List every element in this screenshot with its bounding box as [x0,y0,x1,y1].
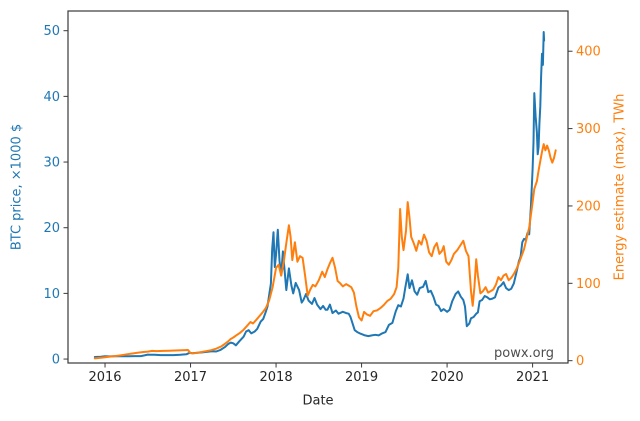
x-tick-label: 2020 [431,370,464,385]
left-y-axis-label: BTC price, ×1000 $ [9,123,25,251]
left-y-tick-label: 10 [43,287,60,302]
watermark-text: powx.org [494,346,554,361]
left-y-tick-label: 50 [43,24,60,39]
x-tick-label: 2016 [88,370,121,385]
right-y-tick-label: 0 [576,354,584,369]
left-y-tick-label: 30 [43,156,60,171]
right-y-axis-label: Energy estimate (max), TWh [612,93,628,281]
right-y-tick-label: 400 [576,45,601,60]
energy-estimate-line [93,143,557,360]
right-y-tick-label: 100 [576,277,601,292]
x-tick-label: 2017 [174,370,207,385]
left-y-tick-label: 0 [52,353,60,368]
x-axis-label: Date [302,393,334,409]
right-y-tick-label: 300 [576,122,601,137]
plot-border [67,10,569,364]
right-y-tick-label: 200 [576,199,601,214]
btc-price-line [93,31,546,358]
x-tick-label: 2019 [345,370,378,385]
left-y-tick-label: 20 [43,221,60,236]
x-tick-label: 2018 [260,370,293,385]
left-y-tick-label: 40 [43,90,60,105]
x-tick-label: 2021 [516,370,549,385]
